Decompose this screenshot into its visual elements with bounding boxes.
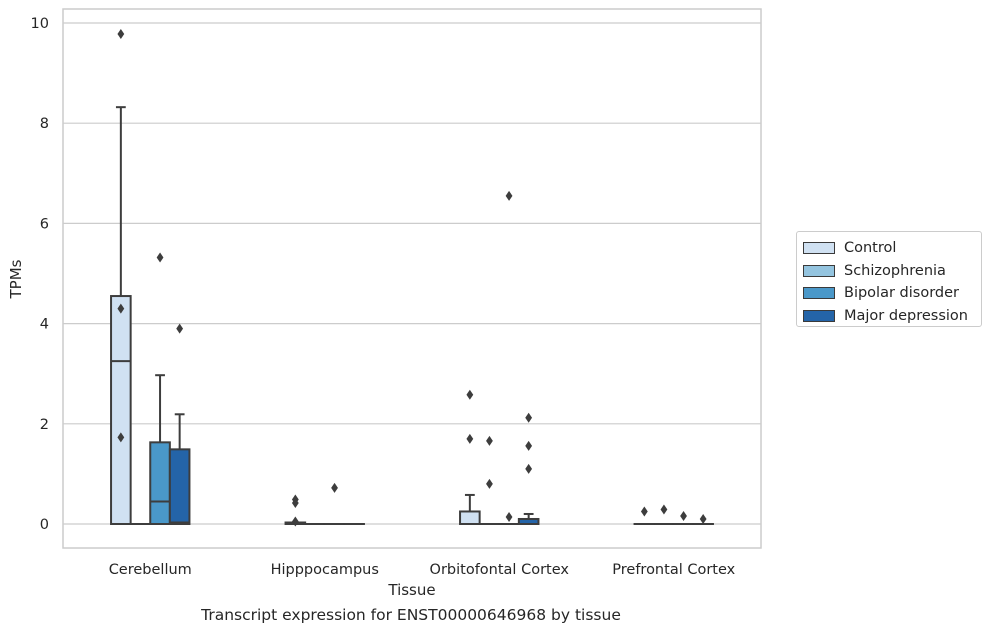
x-axis-label: Tissue bbox=[387, 581, 435, 599]
legend-label-control: Control bbox=[844, 240, 897, 257]
outlier-control-hipppocampus-2 bbox=[291, 516, 299, 527]
box-control-prefrontal-cortex bbox=[633, 506, 656, 526]
y-tick-label-0: 0 bbox=[40, 517, 49, 533]
legend-item-control: Control bbox=[803, 237, 981, 260]
box-schizophrenia-orbitofontal-cortex bbox=[478, 435, 501, 526]
outlier-control-orbitofontal-cortex-0 bbox=[466, 389, 474, 400]
box-body-major-depression-cerebellum bbox=[168, 448, 191, 526]
x-tick-label-prefrontal-cortex: Prefrontal Cortex bbox=[612, 562, 735, 578]
outlier-control-cerebellum-2 bbox=[117, 432, 125, 443]
box-body-bipolar-disorder-cerebellum bbox=[149, 441, 171, 526]
y-tick-label-8: 8 bbox=[40, 116, 49, 132]
outlier-schizophrenia-orbitofontal-cortex-0 bbox=[486, 435, 493, 446]
outlier-major-depression-prefrontal-cortex-0 bbox=[699, 513, 707, 524]
box-major-depression-prefrontal-cortex bbox=[692, 513, 714, 526]
series-schizophrenia bbox=[129, 435, 675, 526]
series-bipolar-disorder bbox=[149, 190, 695, 526]
outlier-control-cerebellum-1 bbox=[117, 303, 125, 314]
legend-label-bipolar-disorder: Bipolar disorder bbox=[844, 285, 959, 302]
legend-item-major-depression: Major depression bbox=[803, 305, 981, 328]
box-control-hipppocampus bbox=[284, 494, 307, 527]
x-tick-label-orbitofontal-cortex: Orbitofontal Cortex bbox=[430, 562, 570, 578]
legend-swatch-schizophrenia bbox=[803, 264, 835, 277]
legend-label-schizophrenia: Schizophrenia bbox=[844, 262, 946, 279]
outlier-major-depression-orbitofontal-cortex-2 bbox=[525, 463, 533, 474]
outlier-major-depression-orbitofontal-cortex-1 bbox=[525, 440, 533, 451]
legend-item-schizophrenia: Schizophrenia bbox=[803, 260, 981, 283]
y-tick-label-6: 6 bbox=[40, 216, 49, 232]
plot-frame bbox=[62, 8, 762, 549]
box-bipolar-disorder-cerebellum bbox=[149, 252, 171, 526]
outlier-control-hipppocampus-1 bbox=[291, 497, 299, 508]
series-major-depression bbox=[168, 323, 714, 526]
outlier-schizophrenia-orbitofontal-cortex-1 bbox=[486, 478, 493, 489]
legend-swatch-bipolar-disorder bbox=[803, 287, 835, 300]
x-tick-label-hipppocampus: Hipppocampus bbox=[271, 562, 379, 578]
box-plot-series bbox=[110, 29, 714, 527]
outlier-bipolar-disorder-cerebellum-0 bbox=[156, 252, 164, 263]
box-body-control-cerebellum bbox=[110, 295, 132, 526]
box-bipolar-disorder-hipppocampus bbox=[323, 482, 346, 526]
series-control bbox=[110, 29, 656, 527]
outlier-bipolar-disorder-orbitofontal-cortex-1 bbox=[505, 511, 513, 522]
legend-swatch-control bbox=[803, 242, 835, 255]
y-tick-label-2: 2 bbox=[40, 417, 49, 433]
outlier-major-depression-cerebellum-0 bbox=[176, 323, 184, 334]
box-control-orbitofontal-cortex bbox=[459, 389, 481, 526]
outlier-bipolar-disorder-orbitofontal-cortex-0 bbox=[505, 190, 513, 201]
outlier-control-prefrontal-cortex-0 bbox=[640, 506, 648, 517]
outlier-schizophrenia-prefrontal-cortex-0 bbox=[660, 504, 668, 515]
y-tick-label-4: 4 bbox=[40, 317, 49, 333]
outlier-control-cerebellum-0 bbox=[117, 29, 125, 40]
x-tick-labels: Cerebellum Hipppocampus Orbitofontal Corte… bbox=[109, 562, 736, 578]
legend-swatch-major-depression bbox=[803, 309, 835, 322]
y-tick-label-10: 10 bbox=[31, 16, 49, 32]
box-body-control-orbitofontal-cortex bbox=[459, 510, 481, 526]
y-axis-label: TPMs bbox=[7, 259, 25, 299]
outlier-control-orbitofontal-cortex-1 bbox=[466, 433, 474, 444]
box-major-depression-cerebellum bbox=[168, 323, 191, 526]
legend: Control Schizophrenia Bipolar disorder M… bbox=[796, 231, 982, 327]
outlier-bipolar-disorder-hipppocampus-0 bbox=[331, 482, 338, 493]
outlier-major-depression-orbitofontal-cortex-0 bbox=[525, 412, 533, 423]
legend-label-major-depression: Major depression bbox=[844, 307, 968, 324]
chart-caption: Transcript expression for ENST0000064696… bbox=[201, 606, 621, 624]
box-major-depression-orbitofontal-cortex bbox=[517, 412, 540, 525]
box-schizophrenia-prefrontal-cortex bbox=[653, 504, 675, 526]
box-bipolar-disorder-prefrontal-cortex bbox=[672, 510, 695, 526]
outlier-bipolar-disorder-prefrontal-cortex-0 bbox=[680, 510, 687, 521]
box-control-cerebellum bbox=[110, 29, 132, 526]
y-tick-labels: 0 2 4 6 8 10 bbox=[31, 16, 49, 533]
x-tick-label-cerebellum: Cerebellum bbox=[109, 562, 192, 578]
legend-item-bipolar-disorder: Bipolar disorder bbox=[803, 282, 981, 305]
box-bipolar-disorder-orbitofontal-cortex bbox=[498, 190, 520, 526]
